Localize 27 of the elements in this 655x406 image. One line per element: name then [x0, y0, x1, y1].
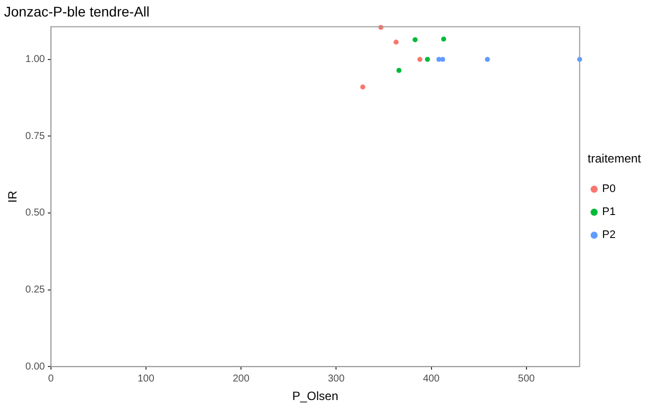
legend-title: traitement [588, 152, 642, 166]
point [396, 68, 402, 73]
point [484, 56, 490, 62]
point [441, 36, 446, 42]
y-tick-label: 0.25 [25, 284, 46, 296]
x-tick-label: 0 [48, 373, 54, 384]
y-tick-label: 0.75 [25, 130, 46, 142]
point [417, 56, 422, 62]
x-tick-label: 200 [232, 373, 250, 384]
legend-label: P0 [602, 183, 616, 196]
x-tick-label: 400 [422, 373, 440, 384]
y-axis-title: IR [6, 190, 20, 203]
point [440, 56, 446, 62]
x-axis-title: P_Olsen [292, 389, 338, 404]
y-tick-label: 0.00 [25, 361, 46, 372]
x-tick-label: 100 [138, 373, 155, 384]
legend-label: P1 [602, 206, 616, 218]
x-tick-label: 300 [328, 373, 345, 384]
y-tick-label: 0.50 [25, 208, 46, 219]
chart-title: Jonzac-P-ble tendre-All [4, 3, 150, 20]
y-tick-label: 1.00 [25, 54, 46, 66]
x-tick-label: 500 [518, 373, 536, 384]
point [360, 84, 366, 90]
point [424, 56, 430, 62]
point [394, 40, 399, 45]
point [412, 37, 418, 42]
legend-label: P2 [602, 229, 616, 242]
